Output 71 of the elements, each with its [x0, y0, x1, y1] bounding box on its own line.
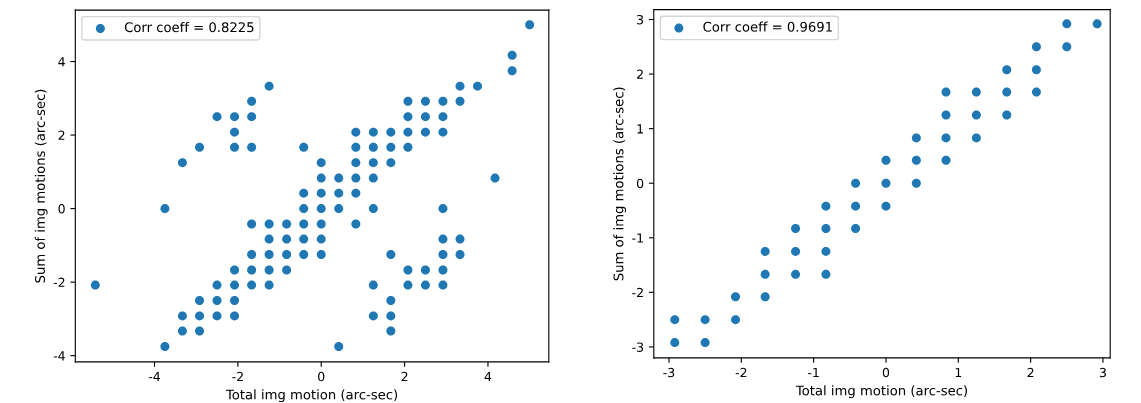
point	[1062, 42, 1072, 52]
y-tick-label: 3	[637, 14, 644, 25]
point	[670, 338, 680, 348]
y-tick-label: -1	[632, 233, 643, 243]
x-tick-label: -2	[735, 367, 747, 378]
point	[791, 246, 801, 256]
y-tick-label: 0	[636, 178, 644, 189]
x-tick-label: -4	[148, 372, 161, 382]
point	[971, 87, 981, 97]
point	[941, 110, 951, 120]
point	[731, 315, 741, 325]
point	[1031, 87, 1041, 97]
x-tick-label: 0	[882, 367, 890, 378]
point	[1031, 65, 1041, 75]
y-axis-title: Sum of img motions (arc-sec)	[613, 87, 627, 281]
point	[971, 110, 981, 120]
point	[670, 315, 680, 325]
point	[941, 133, 951, 143]
y-tick-label: -3	[632, 342, 644, 352]
point	[821, 246, 831, 256]
point	[821, 201, 831, 211]
x-tick-label: 4	[484, 372, 492, 382]
x-tick-label: 3	[1099, 367, 1106, 378]
point	[791, 269, 801, 279]
x-tick-label: -1	[808, 367, 819, 378]
point	[731, 292, 741, 302]
point	[1062, 19, 1072, 29]
legend-label: Corr coeff = 0.8225	[124, 21, 254, 33]
x-tick-label: -2	[232, 371, 243, 382]
y-tick-label: 2	[58, 130, 65, 140]
point	[1092, 19, 1102, 29]
y-tick-label: -2	[53, 277, 65, 287]
point	[700, 315, 710, 325]
point	[760, 269, 770, 279]
point	[881, 201, 891, 211]
point	[941, 87, 951, 97]
point	[1031, 42, 1041, 52]
point	[851, 224, 861, 234]
point	[851, 178, 861, 188]
point	[941, 155, 951, 165]
point	[911, 133, 921, 143]
y-tick-label: -2	[632, 287, 643, 298]
point	[851, 201, 861, 211]
point	[760, 292, 770, 302]
point	[1002, 87, 1012, 97]
x-tick-label: 1	[955, 367, 962, 378]
point	[971, 133, 981, 143]
point	[700, 338, 710, 348]
point	[911, 155, 921, 165]
y-tick-label: 2	[637, 69, 643, 79]
point	[1002, 110, 1012, 120]
x-axis-title: Total img motion (arc-sec)	[795, 385, 967, 399]
y-tick-label: -4	[53, 351, 65, 361]
y-axis-title: Sum of img motions (arc-sec)	[34, 89, 48, 283]
point	[760, 246, 770, 256]
x-tick-label: 0	[318, 371, 325, 382]
y-tick-label: 0	[58, 204, 65, 214]
x-tick-label: 2	[1027, 367, 1034, 378]
point	[911, 178, 921, 188]
legend-label: Corr coeff = 0.9691	[703, 21, 832, 32]
x-tick-label: -3	[663, 367, 675, 378]
point	[1002, 65, 1012, 75]
point	[791, 224, 801, 234]
x-axis-title: Total img motion (arc-sec)	[225, 389, 398, 403]
point	[821, 224, 831, 234]
point	[821, 269, 831, 279]
x-tick-label: 2	[401, 371, 408, 382]
point	[881, 155, 891, 165]
point	[881, 178, 891, 188]
y-tick-label: 1	[637, 124, 643, 134]
y-tick-label: 4	[58, 57, 65, 67]
